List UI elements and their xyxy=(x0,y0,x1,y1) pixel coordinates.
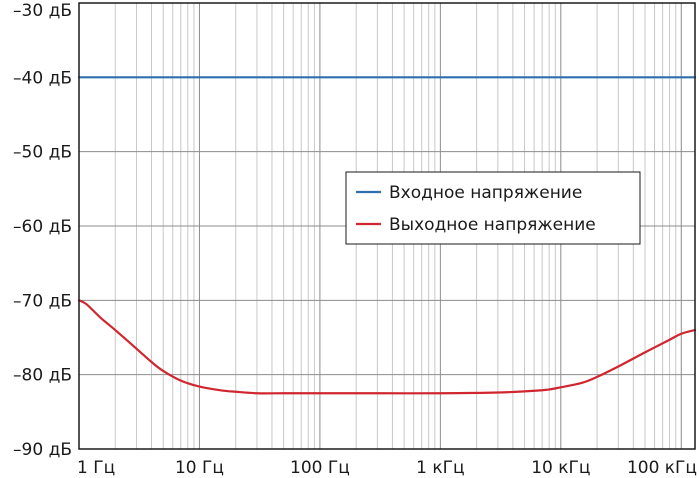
legend: Входное напряжение Выходное напряжение xyxy=(345,171,641,245)
series-layer xyxy=(77,76,697,395)
series-line-2 xyxy=(77,299,697,395)
y-tick-label: –50 дБ xyxy=(13,143,72,163)
legend-label-2: Выходное напряжение xyxy=(389,215,596,235)
y-tick-label: –80 дБ xyxy=(13,366,72,386)
y-tick-label: –40 дБ xyxy=(13,68,72,88)
y-tick-label: –60 дБ xyxy=(13,217,72,237)
x-tick-label: 1 Гц xyxy=(77,458,115,478)
legend-box xyxy=(345,171,641,245)
x-tick-label: 10 кГц xyxy=(531,458,590,478)
x-tick-label: 1 кГц xyxy=(416,458,464,478)
x-axis-ticks: 1 Гц 10 Гц 100 Гц 1 кГц 10 кГц 100 кГц xyxy=(77,458,697,478)
x-tick-label: 100 кГц xyxy=(627,458,697,478)
y-tick-label: –90 дБ xyxy=(13,440,72,460)
x-tick-label: 100 Гц xyxy=(290,458,350,478)
plot-frame xyxy=(78,2,696,450)
legend-label-1: Входное напряжение xyxy=(389,183,582,203)
y-tick-label: –70 дБ xyxy=(13,291,72,311)
x-tick-label: 10 Гц xyxy=(175,458,224,478)
y-axis-ticks: –30 дБ –40 дБ –50 дБ –60 дБ –70 дБ –80 дБ –90 … xyxy=(13,1,72,460)
y-tick-label: –30 дБ xyxy=(13,1,72,21)
